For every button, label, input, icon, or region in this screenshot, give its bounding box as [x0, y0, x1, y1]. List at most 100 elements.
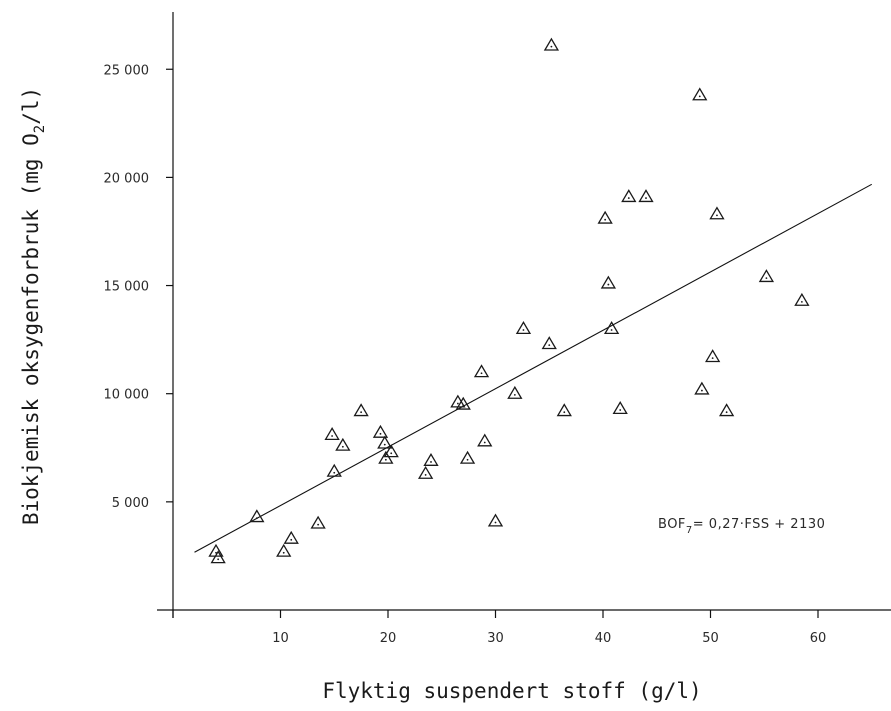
- marker-center-dot: [725, 411, 728, 414]
- data-point: [794, 292, 810, 306]
- y-tick-label: 15 000: [104, 280, 150, 295]
- triangle-marker: [372, 424, 389, 438]
- marker-center-dot: [550, 45, 553, 48]
- data-point: [487, 513, 504, 527]
- marker-center-dot: [383, 443, 386, 446]
- triangle-marker: [705, 349, 721, 363]
- triangle-marker: [487, 513, 504, 527]
- triangle-marker: [638, 189, 654, 203]
- triangle-marker: [709, 206, 725, 220]
- marker-center-dot: [765, 277, 768, 279]
- marker-center-dot: [217, 558, 220, 561]
- equation-suffix: = 0,27·FSS + 2130: [693, 517, 826, 532]
- data-point: [477, 433, 493, 447]
- triangle-marker: [692, 87, 708, 101]
- data-point: [515, 321, 532, 335]
- equation-prefix: BOF: [658, 517, 686, 532]
- data-point: [694, 381, 710, 395]
- data-point: [383, 444, 399, 458]
- data-point: [455, 396, 471, 410]
- data-point: [335, 437, 351, 451]
- data-point: [450, 394, 466, 408]
- triangle-marker: [758, 269, 775, 283]
- marker-center-dot: [466, 458, 469, 461]
- marker-center-dot: [563, 411, 566, 414]
- marker-center-dot: [610, 329, 613, 331]
- marker-center-dot: [711, 357, 714, 360]
- marker-center-dot: [341, 445, 344, 448]
- marker-center-dot: [430, 461, 432, 463]
- data-point: [353, 403, 369, 417]
- marker-center-dot: [480, 372, 483, 375]
- data-point: [283, 530, 299, 544]
- triangle-marker: [600, 275, 617, 289]
- marker-center-dot: [619, 409, 622, 411]
- triangle-marker: [556, 403, 572, 417]
- y-tick-label: 5 000: [112, 496, 149, 511]
- data-points: [208, 37, 810, 564]
- data-point: [377, 435, 393, 449]
- marker-center-dot: [513, 394, 516, 396]
- marker-center-dot: [800, 300, 803, 303]
- marker-center-dot: [483, 441, 486, 444]
- triangle-marker: [383, 444, 399, 458]
- marker-center-dot: [607, 283, 610, 286]
- marker-center-dot: [424, 474, 427, 476]
- data-point: [310, 515, 326, 529]
- triangle-marker: [603, 321, 620, 335]
- triangle-marker: [612, 401, 628, 415]
- data-point: [459, 450, 476, 464]
- marker-center-dot: [384, 458, 387, 461]
- marker-center-dot: [698, 95, 701, 98]
- y-axis-title-suffix: /l): [19, 87, 43, 125]
- triangle-marker: [210, 550, 226, 564]
- data-point: [249, 509, 265, 523]
- triangle-marker: [621, 189, 637, 203]
- regression-line: [194, 183, 873, 553]
- triangle-marker: [377, 435, 393, 449]
- data-point: [326, 463, 342, 477]
- data-point: [324, 427, 340, 440]
- data-point: [612, 401, 628, 415]
- marker-center-dot: [627, 197, 630, 199]
- marker-center-dot: [462, 404, 465, 407]
- marker-center-dot: [645, 197, 647, 199]
- triangle-marker: [477, 433, 493, 447]
- triangle-marker: [353, 403, 369, 417]
- x-tick-label: 60: [810, 631, 827, 646]
- data-point: [621, 189, 637, 203]
- x-tick-label: 20: [380, 631, 397, 646]
- triangle-marker: [378, 450, 394, 464]
- x-tick-label: 50: [702, 631, 719, 646]
- marker-center-dot: [333, 471, 336, 474]
- data-point: [543, 37, 560, 51]
- x-tick-label: 40: [595, 631, 612, 646]
- triangle-marker: [718, 403, 735, 417]
- x-tick-label: 30: [487, 631, 504, 646]
- data-point: [597, 210, 613, 224]
- triangle-marker: [310, 515, 326, 529]
- marker-center-dot: [456, 402, 459, 405]
- triangle-marker: [450, 394, 466, 408]
- triangle-marker: [473, 364, 490, 378]
- marker-center-dot: [317, 523, 320, 526]
- data-point: [718, 403, 735, 417]
- data-point: [705, 349, 721, 363]
- triangle-marker: [326, 463, 342, 477]
- data-point: [210, 550, 226, 564]
- regression-equation: BOF7= 0,27·FSS + 2130: [658, 517, 825, 536]
- triangle-marker: [324, 427, 340, 440]
- triangle-marker: [694, 381, 710, 395]
- data-point: [372, 424, 389, 438]
- data-point: [473, 364, 490, 378]
- data-point: [600, 275, 617, 289]
- data-point: [556, 403, 572, 417]
- marker-center-dot: [390, 452, 393, 455]
- y-tick-label: 20 000: [104, 171, 150, 186]
- triangle-marker: [417, 465, 434, 479]
- data-point: [417, 465, 434, 479]
- data-point: [378, 450, 394, 464]
- triangle-marker: [459, 450, 476, 464]
- marker-center-dot: [282, 551, 285, 554]
